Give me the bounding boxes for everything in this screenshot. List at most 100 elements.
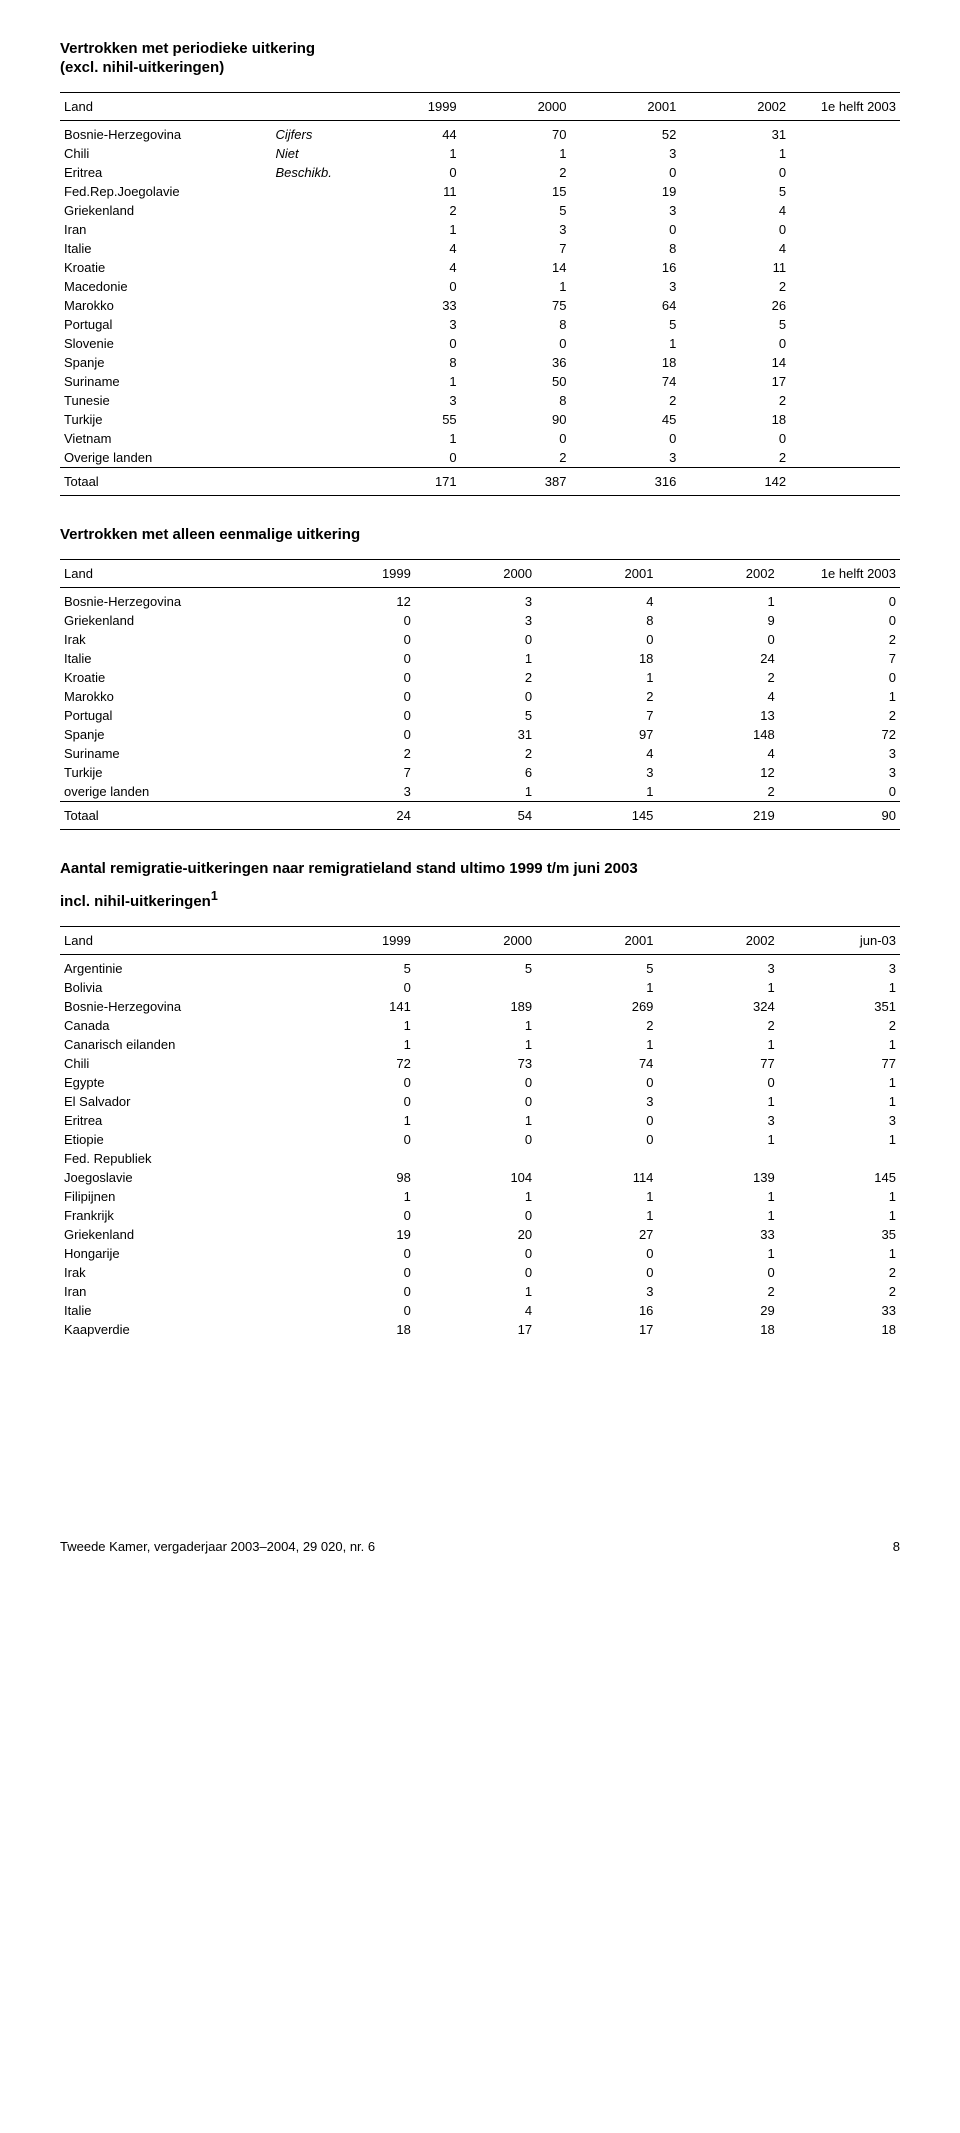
cell-value: 74	[536, 1054, 657, 1073]
col-2002: 2002	[657, 560, 778, 588]
table-row: Irak00002	[60, 1263, 900, 1282]
table-row: Bolivia0111	[60, 978, 900, 997]
cell-land: Joegoslavie	[60, 1168, 294, 1187]
cell-value: 2	[779, 1016, 900, 1035]
table-row: Portugal057132	[60, 706, 900, 725]
cell-value: 70	[461, 121, 571, 145]
cell-value: 55	[351, 410, 461, 429]
cell-value: 3	[536, 763, 657, 782]
cell-value: 1	[415, 782, 536, 802]
cell-value: 2	[536, 1016, 657, 1035]
cell-note	[272, 258, 351, 277]
cell-land: Bosnie-Herzegovina	[60, 588, 294, 612]
cell-value: 0	[461, 334, 571, 353]
cell-value: 3	[657, 1111, 778, 1130]
cell-value: 5	[415, 706, 536, 725]
cell-value: 31	[680, 121, 790, 145]
cell-value: 2	[779, 630, 900, 649]
cell-land: Chili	[60, 1054, 294, 1073]
cell-value: 0	[536, 630, 657, 649]
cell-value: 324	[657, 997, 778, 1016]
cell-value: 97	[536, 725, 657, 744]
cell-value: 2	[415, 744, 536, 763]
cell-empty	[790, 121, 900, 145]
table-row: Turkije763123	[60, 763, 900, 782]
cell-value: 0	[415, 1263, 536, 1282]
cell-value: 77	[657, 1054, 778, 1073]
cell-note	[272, 296, 351, 315]
cell-value: 12	[294, 588, 415, 612]
cell-value: 1	[657, 1244, 778, 1263]
table-row: Slovenie0010	[60, 334, 900, 353]
cell-value: 1	[779, 1244, 900, 1263]
table3-subtitle: incl. nihil-uitkeringen1	[60, 889, 900, 910]
cell-value: 0	[294, 1244, 415, 1263]
cell-land: Vietnam	[60, 429, 272, 448]
cell-value: 3	[294, 782, 415, 802]
cell-land: Eritrea	[60, 1111, 294, 1130]
cell-value: 1	[680, 144, 790, 163]
cell-value: 3	[657, 955, 778, 979]
cell-value	[657, 1149, 778, 1168]
cell-value: 0	[536, 1111, 657, 1130]
cell-value: 7	[779, 649, 900, 668]
cell-empty	[790, 410, 900, 429]
col-land: Land	[60, 93, 272, 121]
cell-value: 1	[461, 277, 571, 296]
cell-value: 0	[415, 1206, 536, 1225]
table3-title: Aantal remigratie-uitkeringen naar remig…	[60, 860, 900, 877]
cell-empty	[790, 163, 900, 182]
table-row: Irak00002	[60, 630, 900, 649]
footer-left: Tweede Kamer, vergaderjaar 2003–2004, 29…	[60, 1539, 375, 1554]
cell-value: 14	[680, 353, 790, 372]
cell-value: 52	[570, 121, 680, 145]
col-land: Land	[60, 560, 294, 588]
cell-land: Griekenland	[60, 201, 272, 220]
cell-value: 2	[680, 448, 790, 468]
col-2001: 2001	[536, 560, 657, 588]
cell-value: 3	[351, 315, 461, 334]
cell-land: Fed.Rep.Joegolavie	[60, 182, 272, 201]
cell-value: 3	[570, 448, 680, 468]
table-row: overige landen31120	[60, 782, 900, 802]
cell-land: Italie	[60, 649, 294, 668]
cell-value: 4	[680, 239, 790, 258]
cell-value: 8	[461, 315, 571, 334]
cell-land: Marokko	[60, 296, 272, 315]
footer-right: 8	[893, 1539, 900, 1554]
table-row: Bosnie-Herzegovina141189269324351	[60, 997, 900, 1016]
table-row: Hongarije00011	[60, 1244, 900, 1263]
cell-value: 24	[657, 649, 778, 668]
cell-land: Filipijnen	[60, 1187, 294, 1206]
col-1999: 1999	[351, 93, 461, 121]
cell-land: Macedonie	[60, 277, 272, 296]
footnote-marker: 1	[211, 889, 218, 903]
cell-value: 5	[461, 201, 571, 220]
cell-empty	[790, 372, 900, 391]
cell-value: 17	[680, 372, 790, 391]
cell-note	[272, 353, 351, 372]
cell-note	[272, 429, 351, 448]
table-row: Iran1300	[60, 220, 900, 239]
cell-value: 1	[415, 1282, 536, 1301]
cell-value: 9	[657, 611, 778, 630]
table-row: Etiopie00011	[60, 1130, 900, 1149]
cell-value: 3	[415, 611, 536, 630]
cell-value: 0	[294, 978, 415, 997]
cell-value: 4	[536, 588, 657, 612]
cell-value: 26	[680, 296, 790, 315]
table-row: Joegoslavie98104114139145	[60, 1168, 900, 1187]
cell-value: 1	[779, 978, 900, 997]
cell-value: 145	[779, 1168, 900, 1187]
cell-value: 1	[779, 1206, 900, 1225]
cell-land: El Salvador	[60, 1092, 294, 1111]
cell-empty	[790, 448, 900, 468]
cell-value: 72	[779, 725, 900, 744]
cell-value: 1	[461, 144, 571, 163]
cell-value: 17	[536, 1320, 657, 1339]
total-val: 145	[536, 802, 657, 830]
cell-value: 74	[570, 372, 680, 391]
table-row: Suriname1507417	[60, 372, 900, 391]
cell-land: Egypte	[60, 1073, 294, 1092]
cell-value: 0	[680, 163, 790, 182]
